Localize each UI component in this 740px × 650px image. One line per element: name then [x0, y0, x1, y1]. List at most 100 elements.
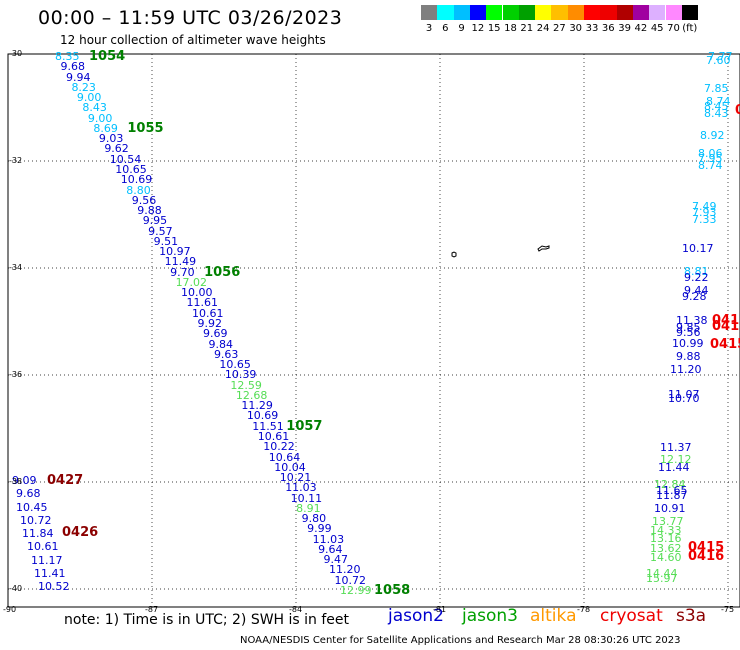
- longitude-tick-label: -75: [721, 605, 735, 614]
- island-marker: [451, 251, 457, 258]
- wave-height-label: 9.88: [676, 350, 701, 363]
- colorbar-swatch: [681, 5, 699, 20]
- colorbar-swatch: [502, 5, 519, 20]
- wave-height-label: 8.74: [698, 159, 723, 172]
- colorbar-swatch: [437, 5, 454, 20]
- colorbar-swatch: [616, 5, 633, 20]
- wave-height-label: 11.49: [164, 255, 197, 269]
- wave-height-label: 10.61: [192, 306, 224, 320]
- wave-height-label: 7.85: [704, 82, 729, 95]
- satellite-legend-jason3: jason3: [462, 606, 518, 626]
- colorbar-label: 42: [634, 23, 648, 34]
- colorbar-swatch: [518, 5, 536, 20]
- wave-height-label: 14.33: [650, 524, 682, 537]
- colorbar-label: 27: [553, 23, 566, 34]
- wave-height-label: 10.97: [159, 245, 191, 259]
- wave-height-label: 9.00: [87, 111, 113, 125]
- wave-height-label: 8.45: [704, 100, 729, 113]
- colorbar-label: 33: [585, 23, 599, 34]
- wave-height-label: 9.28: [682, 290, 707, 303]
- wave-height-label: 10.52: [38, 580, 70, 593]
- colorbar-swatch: [665, 5, 682, 20]
- longitude-tick-label: -81: [433, 605, 447, 614]
- wave-height-label: 10.65: [219, 358, 251, 372]
- wave-height-label: 11.61: [186, 296, 219, 310]
- wave-height-label: 9.64: [318, 542, 343, 556]
- wave-height-label: 9.85: [676, 321, 701, 334]
- wave-height-label: 9.63: [213, 347, 239, 361]
- wave-height-label: 11.51: [252, 419, 284, 433]
- wave-height-label: 13.16: [650, 532, 682, 545]
- wave-height-label: 9.88: [137, 204, 162, 218]
- wave-height-label: 8.80: [126, 183, 151, 197]
- wave-height-label: 10.17: [682, 242, 714, 255]
- wave-height-label: 10.00: [181, 286, 213, 300]
- wave-height-label: 9.44: [684, 284, 709, 297]
- satellite-legend-cryosat: cryosat: [600, 606, 663, 626]
- wave-height-label: 10.72: [20, 513, 52, 527]
- pass-time-label: 0416: [688, 549, 725, 564]
- wave-height-label: 10.21: [279, 471, 312, 485]
- wave-height-label: 10.61: [27, 540, 59, 554]
- pass-time-label: 0: [735, 103, 740, 118]
- wave-height-label: 11.03: [285, 481, 317, 495]
- map-title: 00:00 – 11:59 UTC 03/26/2023: [38, 7, 343, 29]
- wave-height-label: 7.77: [708, 50, 733, 63]
- wave-height-label: 8.92: [700, 129, 725, 142]
- wave-height-label: 9.56: [676, 326, 701, 339]
- wave-height-label: 9.56: [131, 193, 157, 207]
- wave-height-label: 8.23: [71, 80, 96, 94]
- wave-height-label: 10.04: [274, 460, 306, 474]
- colorbar-label: 9: [458, 23, 465, 34]
- footnote: note: 1) Time is in UTC; 2) SWH is in fe…: [64, 612, 350, 628]
- colorbar-label: 21: [520, 23, 534, 34]
- wave-height-label: 7.93: [692, 206, 717, 219]
- pass-time-label: 0416: [712, 319, 740, 334]
- colorbar-swatch: [632, 5, 650, 20]
- wave-height-label: 10.61: [257, 429, 290, 443]
- pass-time-label: 1058: [374, 583, 411, 598]
- colorbar-label: (ft): [682, 23, 698, 34]
- wave-height-label: 11.44: [658, 461, 690, 474]
- map-subtitle: 12 hour collection of altimeter wave hei…: [60, 33, 326, 47]
- wave-height-label: 12.59: [230, 378, 262, 392]
- wave-height-label: 12.68: [235, 388, 268, 402]
- wave-height-label: 11.87: [656, 489, 688, 502]
- wave-height-label: 10.65: [115, 162, 147, 176]
- colorbar-swatch: [535, 5, 552, 20]
- wave-height-label: 11.20: [329, 563, 361, 577]
- colorbar-swatch: [486, 5, 503, 20]
- wave-height-label: 8.35: [55, 50, 80, 63]
- wave-height-label: 11.38: [676, 314, 708, 327]
- wave-height-label: 9.22: [684, 271, 709, 284]
- wave-height-label: 11.41: [34, 566, 66, 580]
- colorbar-label: 12: [471, 23, 485, 34]
- latitude-tick-label: -34: [9, 263, 23, 272]
- colorbar-label: 45: [650, 23, 664, 34]
- wave-height-label: 12.84: [654, 478, 686, 491]
- map-frame: [7, 53, 740, 608]
- wave-height-label: 9.62: [104, 142, 129, 156]
- wave-height-label: 11.29: [241, 399, 273, 413]
- wave-height-label: 9.51: [153, 234, 179, 248]
- credit-footer: NOAA/NESDIS Center for Satellite Applica…: [240, 635, 681, 646]
- wave-height-label: 13.77: [652, 515, 684, 528]
- wave-height-label: 10.69: [246, 409, 279, 423]
- wave-height-label: 9.47: [323, 553, 349, 567]
- wave-height-label: 10.64: [268, 450, 301, 464]
- colorbar-label: 39: [618, 23, 631, 34]
- wave-height-label: 9.00: [76, 91, 102, 105]
- wave-height-label: 17.02: [175, 275, 208, 289]
- longitude-tick-label: -87: [145, 605, 159, 614]
- latitude-tick-label: -36: [9, 370, 23, 379]
- wave-height-label: 11.17: [31, 553, 63, 567]
- wave-height-label: 9.68: [16, 487, 41, 501]
- wave-height-label: 10.39: [224, 368, 257, 382]
- longitude-tick-label: -90: [3, 605, 17, 614]
- wave-height-label: 11.65: [656, 484, 688, 497]
- colorbar-label: 30: [569, 23, 583, 34]
- colorbar-label: 24: [536, 23, 550, 34]
- colorbar-swatch: [649, 5, 666, 20]
- latitude-tick-label: -40: [9, 584, 23, 593]
